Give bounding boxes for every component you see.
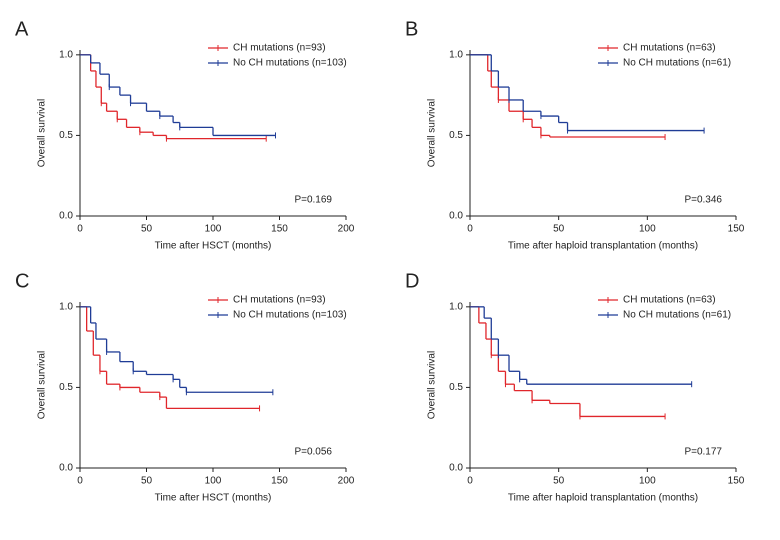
y-tick-label: 0.0 [449,463,463,474]
y-tick-label: 0.5 [59,130,73,141]
x-tick-label: 150 [728,476,745,487]
x-tick-label: 50 [553,224,565,235]
x-tick-label: 100 [639,224,656,235]
x-tick-label: 50 [141,224,153,235]
x-tick-label: 0 [467,224,473,235]
x-tick-label: 50 [141,476,153,487]
y-tick-label: 0.0 [59,463,73,474]
x-tick-label: 100 [639,476,656,487]
y-tick-label: 0.5 [59,382,73,393]
x-axis-label: Time after haploid transplantation (mont… [508,493,698,504]
y-tick-label: 0.5 [449,130,463,141]
panel-letter: A [15,18,29,40]
x-tick-label: 0 [77,476,83,487]
x-axis-label: Time after HSCT (months) [155,493,272,504]
y-axis-label: Overall survival [37,351,48,419]
y-tick-label: 1.0 [449,301,463,312]
x-tick-label: 200 [338,224,355,235]
legend-label: CH mutations (n=93) [233,295,326,306]
y-tick-label: 0.5 [449,382,463,393]
p-value: P=0.177 [684,447,722,458]
p-value: P=0.169 [294,195,332,206]
panel-letter: B [405,18,418,40]
legend-label: No CH mutations (n=61) [623,58,731,69]
y-axis-label: Overall survival [427,99,438,167]
x-tick-label: 0 [467,476,473,487]
x-tick-label: 200 [338,476,355,487]
y-tick-label: 1.0 [59,301,73,312]
y-axis-label: Overall survival [37,99,48,167]
x-tick-label: 50 [553,476,565,487]
y-tick-label: 0.0 [59,211,73,222]
x-axis-label: Time after HSCT (months) [155,241,272,252]
y-tick-label: 0.0 [449,211,463,222]
x-tick-label: 150 [271,224,288,235]
x-tick-label: 100 [205,224,222,235]
legend-label: CH mutations (n=93) [233,43,326,54]
x-tick-label: 100 [205,476,222,487]
x-axis-label: Time after haploid transplantation (mont… [508,241,698,252]
y-tick-label: 1.0 [449,49,463,60]
legend-label: No CH mutations (n=103) [233,310,347,321]
p-value: P=0.346 [684,195,722,206]
x-tick-label: 0 [77,224,83,235]
p-value: P=0.056 [294,447,332,458]
panel-letter: C [15,270,29,292]
x-tick-label: 150 [271,476,288,487]
legend-label: CH mutations (n=63) [623,295,716,306]
legend-label: No CH mutations (n=61) [623,310,731,321]
y-axis-label: Overall survival [427,351,438,419]
y-tick-label: 1.0 [59,49,73,60]
legend-label: CH mutations (n=63) [623,43,716,54]
panel-letter: D [405,270,419,292]
legend-label: No CH mutations (n=103) [233,58,347,69]
x-tick-label: 150 [728,224,745,235]
